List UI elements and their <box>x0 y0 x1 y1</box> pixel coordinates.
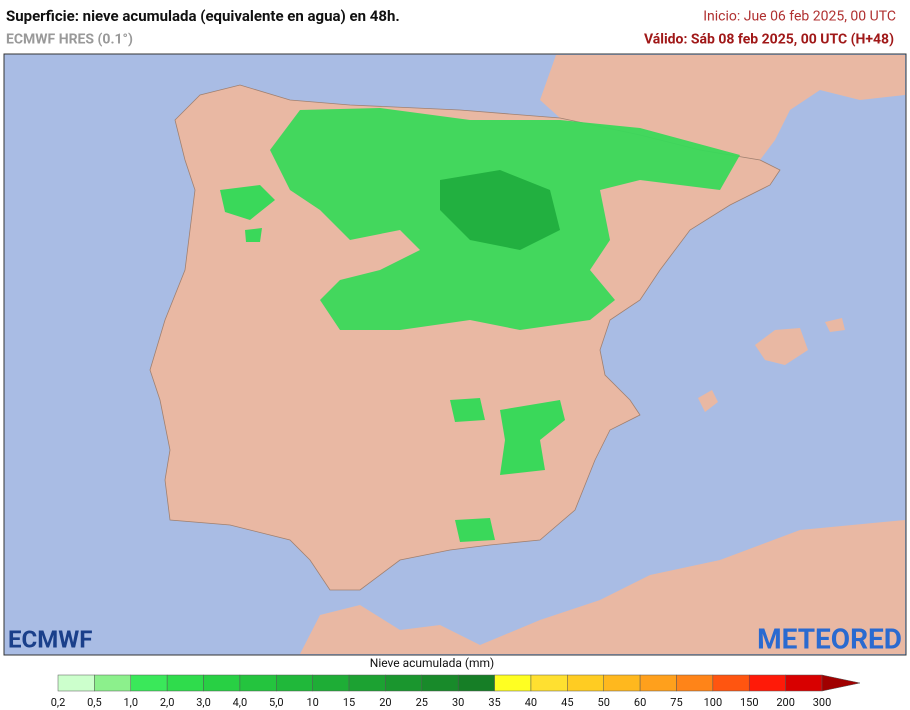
legend-tick-label: 40 <box>525 696 537 709</box>
legend-swatch <box>239 674 277 692</box>
legend-swatch <box>94 674 132 692</box>
legend-swatch <box>530 674 568 692</box>
legend-tick-label: 200 <box>776 696 795 709</box>
legend-tick-label: 60 <box>634 696 646 709</box>
legend-swatch <box>166 674 204 692</box>
legend-tick-label: 25 <box>416 696 428 709</box>
legend-tick-label: 30 <box>452 696 464 709</box>
legend-tick-label: 1,0 <box>123 696 138 709</box>
snow-area-south <box>450 398 565 542</box>
land-africa <box>300 520 905 654</box>
legend: 0,2 0,5 1,0 2,0 3,0 4,0 5,0 10 15 20 25 30 35 40 45 50 6… <box>51 674 861 709</box>
legend-swatch <box>203 674 241 692</box>
title: Superficie: nieve acumulada (equivalente… <box>6 7 400 25</box>
legend-swatch <box>348 674 386 692</box>
legend-tick-label: 15 <box>343 696 355 709</box>
legend-swatch <box>748 674 786 692</box>
meteored-logo: METEORED <box>757 622 902 655</box>
legend-tick-label: 10 <box>306 696 318 709</box>
legend-swatch <box>785 674 823 692</box>
legend-tick-label: 45 <box>561 696 573 709</box>
land-france <box>540 55 905 160</box>
legend-tick-label: 35 <box>488 696 500 709</box>
valid-time: Válido: Sáb 08 feb 2025, 00 UTC (H+48) <box>644 32 894 48</box>
map: ECMWF METEORED <box>3 53 907 656</box>
legend-swatch <box>457 674 495 692</box>
legend-tick-label: 0,5 <box>87 696 102 709</box>
init-time: Inicio: Jue 06 feb 2025, 00 UTC <box>703 9 896 25</box>
legend-tick-label: 4,0 <box>233 696 248 709</box>
legend-swatch <box>603 674 641 692</box>
legend-swatch <box>676 674 714 692</box>
legend-tick-label: 5,0 <box>269 696 284 709</box>
legend-title: Nieve acumulada (mm) <box>370 656 494 670</box>
legend-swatch <box>276 674 313 692</box>
legend-swatch <box>312 674 350 692</box>
island-menorca <box>825 318 845 332</box>
legend-tick-label: 100 <box>704 696 723 709</box>
legend-swatch <box>494 674 532 692</box>
legend-arrow <box>821 674 861 692</box>
legend-swatch <box>639 674 677 692</box>
legend-swatch <box>385 674 423 692</box>
legend-tick-label: 50 <box>598 696 610 709</box>
snow-area-west <box>220 185 275 242</box>
snow-core <box>440 170 560 250</box>
legend-tick-label: 75 <box>670 696 682 709</box>
island-mallorca <box>755 328 808 365</box>
legend-tick-label: 300 <box>813 696 832 709</box>
legend-tick-label: 150 <box>740 696 759 709</box>
legend-swatch <box>712 674 750 692</box>
ecmwf-logo: ECMWF <box>8 625 92 653</box>
legend-swatch <box>421 674 459 692</box>
island-ibiza <box>698 390 718 412</box>
model: ECMWF HRES (0.1°) <box>6 32 133 48</box>
legend-tick-label: 20 <box>379 696 391 709</box>
legend-swatch <box>57 674 95 692</box>
legend-swatch <box>567 674 604 692</box>
legend-tick-label: 3,0 <box>196 696 211 709</box>
legend-tick-label: 2,0 <box>160 696 175 709</box>
legend-tick-label: 0,2 <box>51 696 66 709</box>
legend-swatch <box>130 674 168 692</box>
